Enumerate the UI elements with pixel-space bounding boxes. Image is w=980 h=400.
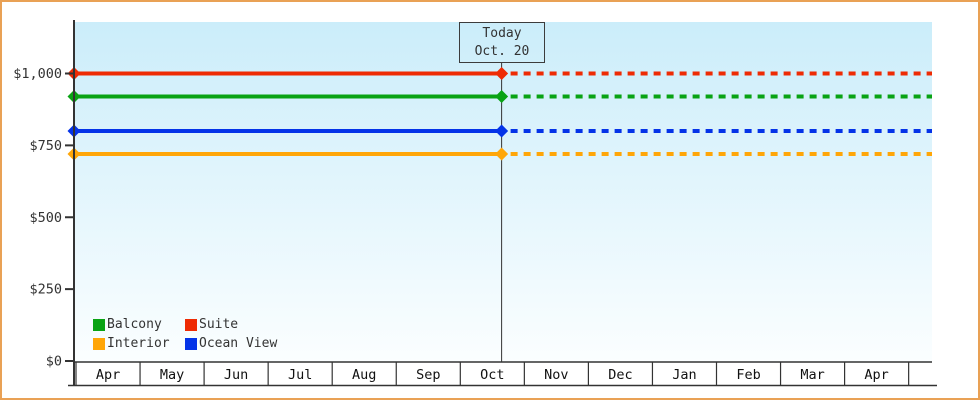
y-tick-label: $500 xyxy=(29,210,62,226)
month-label-mar-11: Mar xyxy=(800,367,824,383)
month-label-feb-10: Feb xyxy=(736,367,760,383)
plot-background xyxy=(74,22,932,362)
legend-item-suite: Suite xyxy=(185,315,277,334)
legend-label-ocean-view: Ocean View xyxy=(199,336,278,351)
month-label-apr-12: Apr xyxy=(864,367,888,383)
month-label-jun-2: Jun xyxy=(224,367,248,383)
legend-item-interior: Interior xyxy=(93,334,185,353)
series-marker-suite-today xyxy=(495,67,509,80)
series-marker-ocean-view-today xyxy=(495,124,509,138)
ocean-view-swatch-icon xyxy=(185,337,197,350)
series-marker-interior-today xyxy=(495,147,509,161)
month-label-aug-4: Aug xyxy=(352,367,376,383)
y-tick-label: $250 xyxy=(29,282,62,298)
suite-swatch-icon xyxy=(185,318,197,331)
legend-item-ocean-view: Ocean View xyxy=(185,334,277,353)
month-label-oct-6: Oct xyxy=(480,367,504,383)
y-tick-label: $0 xyxy=(46,354,62,370)
month-label-apr-0: Apr xyxy=(96,367,120,383)
month-label-jul-3: Jul xyxy=(288,367,312,383)
interior-swatch-icon xyxy=(93,337,105,350)
legend-item-balcony: Balcony xyxy=(93,315,185,334)
month-label-sep-5: Sep xyxy=(416,367,440,383)
legend-label-suite: Suite xyxy=(199,317,239,332)
today-marker-box: Today Oct. 20 xyxy=(459,22,545,63)
balcony-swatch-icon xyxy=(93,318,105,331)
y-tick-label: $1,000 xyxy=(13,66,62,82)
month-label-may-1: May xyxy=(160,367,184,383)
month-label-nov-7: Nov xyxy=(544,367,568,383)
month-label-jan-9: Jan xyxy=(672,367,696,383)
series-marker-balcony-today xyxy=(495,90,509,103)
month-label-dec-8: Dec xyxy=(608,367,632,383)
legend-label-interior: Interior xyxy=(107,336,170,351)
y-tick-label: $750 xyxy=(29,138,62,154)
today-label: Today xyxy=(482,25,522,41)
legend: Balcony Suite Interior Ocean View xyxy=(93,315,277,353)
legend-label-balcony: Balcony xyxy=(107,317,162,332)
today-date: Oct. 20 xyxy=(474,43,530,59)
